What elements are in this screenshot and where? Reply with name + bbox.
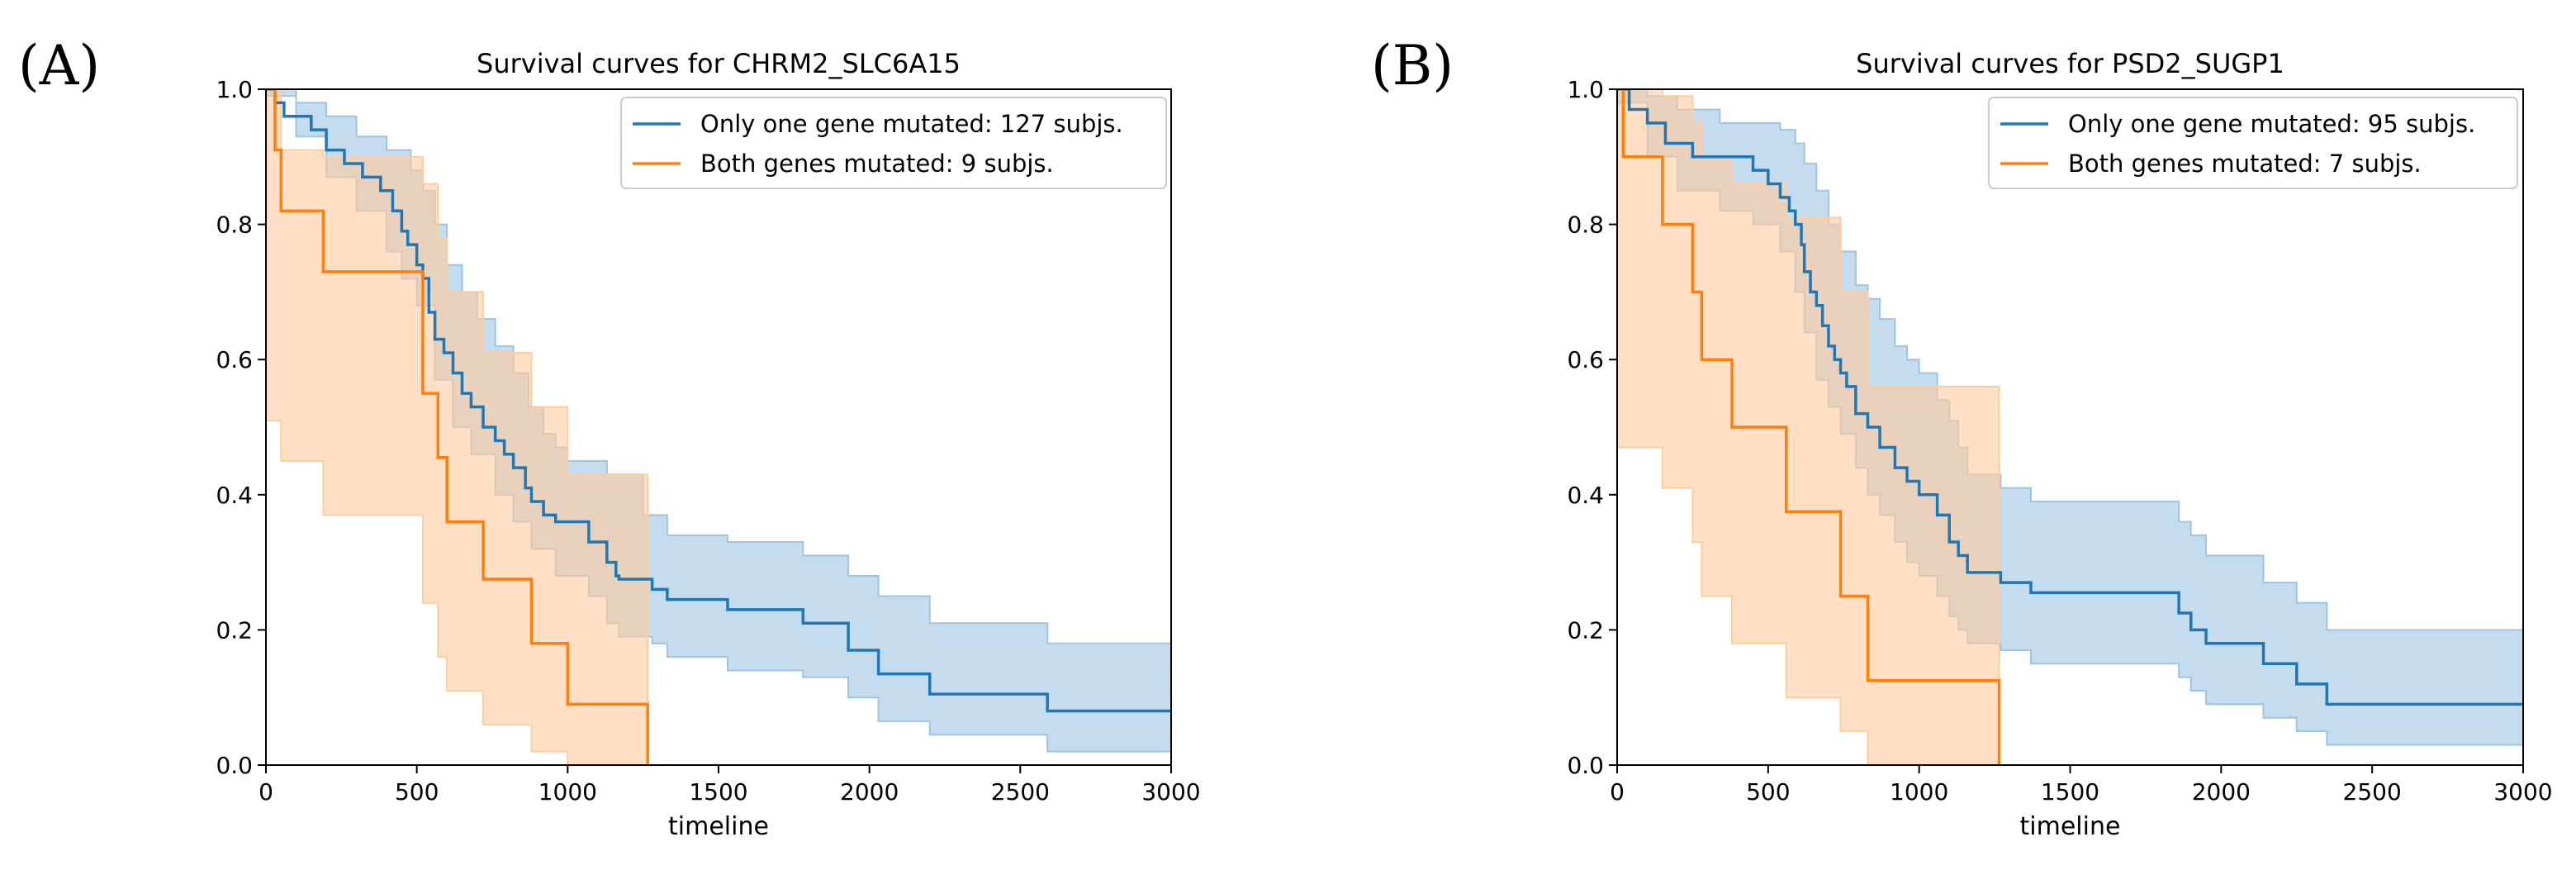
y-tick-label: 0.4 [1567, 482, 1604, 509]
x-tick-label: 1500 [689, 778, 747, 806]
x-tick-label: 1000 [1890, 778, 1948, 806]
legend-box [1988, 97, 2518, 189]
confidence-band-both-genes [1617, 89, 2000, 765]
y-tick-label: 0.8 [1567, 212, 1604, 239]
y-tick-label: 0.0 [216, 752, 253, 779]
x-tick-label: 500 [1746, 778, 1790, 806]
confidence-band-both-genes [266, 89, 649, 765]
y-tick-label: 0.6 [216, 346, 253, 373]
chart-title: Survival curves for CHRM2_SLC6A15 [477, 48, 961, 79]
x-tick-label: 3000 [1141, 778, 1200, 806]
survival-line-both-genes [1617, 89, 2001, 765]
plot-area [266, 89, 1171, 765]
y-tick-label: 0.2 [216, 616, 253, 644]
x-tick-label: 0 [259, 778, 273, 806]
y-tick-label: 0.0 [1567, 752, 1604, 779]
chart-panel-a: (A) Survival curves for CHRM2_SLC6A15 0 500… [18, 34, 1201, 841]
x-tick-label: 1500 [2041, 778, 2099, 806]
y-tick-label: 1.0 [1567, 76, 1604, 103]
x-axis-label: timeline [668, 812, 769, 841]
x-tick-label: 2500 [991, 778, 1050, 806]
x-tick-label: 3000 [2493, 778, 2552, 806]
legend-box [620, 97, 1167, 189]
y-tick-label: 0.8 [216, 212, 253, 239]
x-tick-label: 500 [395, 778, 439, 806]
plot-area [1617, 89, 2523, 765]
y-tick-label: 1.0 [216, 76, 253, 103]
panel-label: (B) [1371, 34, 1454, 97]
x-tick-label: 2000 [2192, 778, 2251, 806]
panel-label: (A) [18, 34, 100, 97]
legend-entry-both-genes: Both genes mutated: 9 subjs. [700, 150, 1054, 178]
x-tick-label: 0 [1610, 778, 1625, 806]
chart-panel-b: (B) Survival curves for PSD2_SUGP1 0 500 100… [1371, 34, 2553, 841]
legend: Only one gene mutated: 127 subjs. Both ge… [620, 97, 1167, 189]
y-tick-label: 0.4 [216, 482, 253, 509]
legend-entry-both-genes: Both genes mutated: 7 subjs. [2068, 150, 2422, 178]
survival-line-one-gene [1617, 89, 2523, 706]
legend: Only one gene mutated: 95 subjs. Both gen… [1988, 97, 2518, 189]
x-axis-label: timeline [2020, 812, 2121, 841]
y-tick-label: 0.2 [1567, 616, 1604, 644]
survival-line-both-genes [266, 89, 649, 765]
x-tick-label: 2000 [840, 778, 899, 806]
x-tick-label: 2500 [2343, 778, 2402, 806]
x-tick-label: 1000 [538, 778, 597, 806]
survival-line-one-gene [266, 89, 1171, 713]
legend-entry-one-gene: Only one gene mutated: 127 subjs. [700, 110, 1123, 138]
chart-title: Survival curves for PSD2_SUGP1 [1856, 48, 2284, 79]
y-tick-label: 0.6 [1567, 346, 1604, 373]
legend-entry-one-gene: Only one gene mutated: 95 subjs. [2068, 110, 2475, 138]
